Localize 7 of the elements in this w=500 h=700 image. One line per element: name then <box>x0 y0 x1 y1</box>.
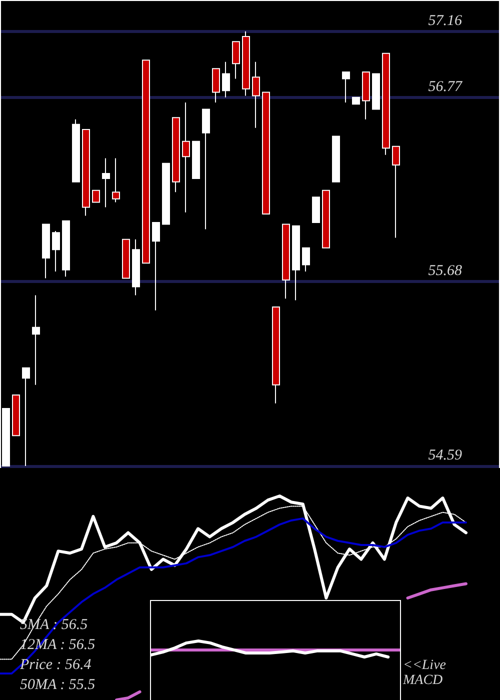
y-tick-label: 54.59 <box>428 448 462 464</box>
y-tick-label: 55.68 <box>428 263 462 280</box>
annotation: <<Live MACD <box>403 658 447 688</box>
y-tick-label: 57.16 <box>428 12 462 29</box>
annotation: 50MA : 55.5 <box>20 676 96 695</box>
y-tick-label: 56.77 <box>428 78 464 95</box>
annotation: Price : 56.4 <box>20 656 92 675</box>
